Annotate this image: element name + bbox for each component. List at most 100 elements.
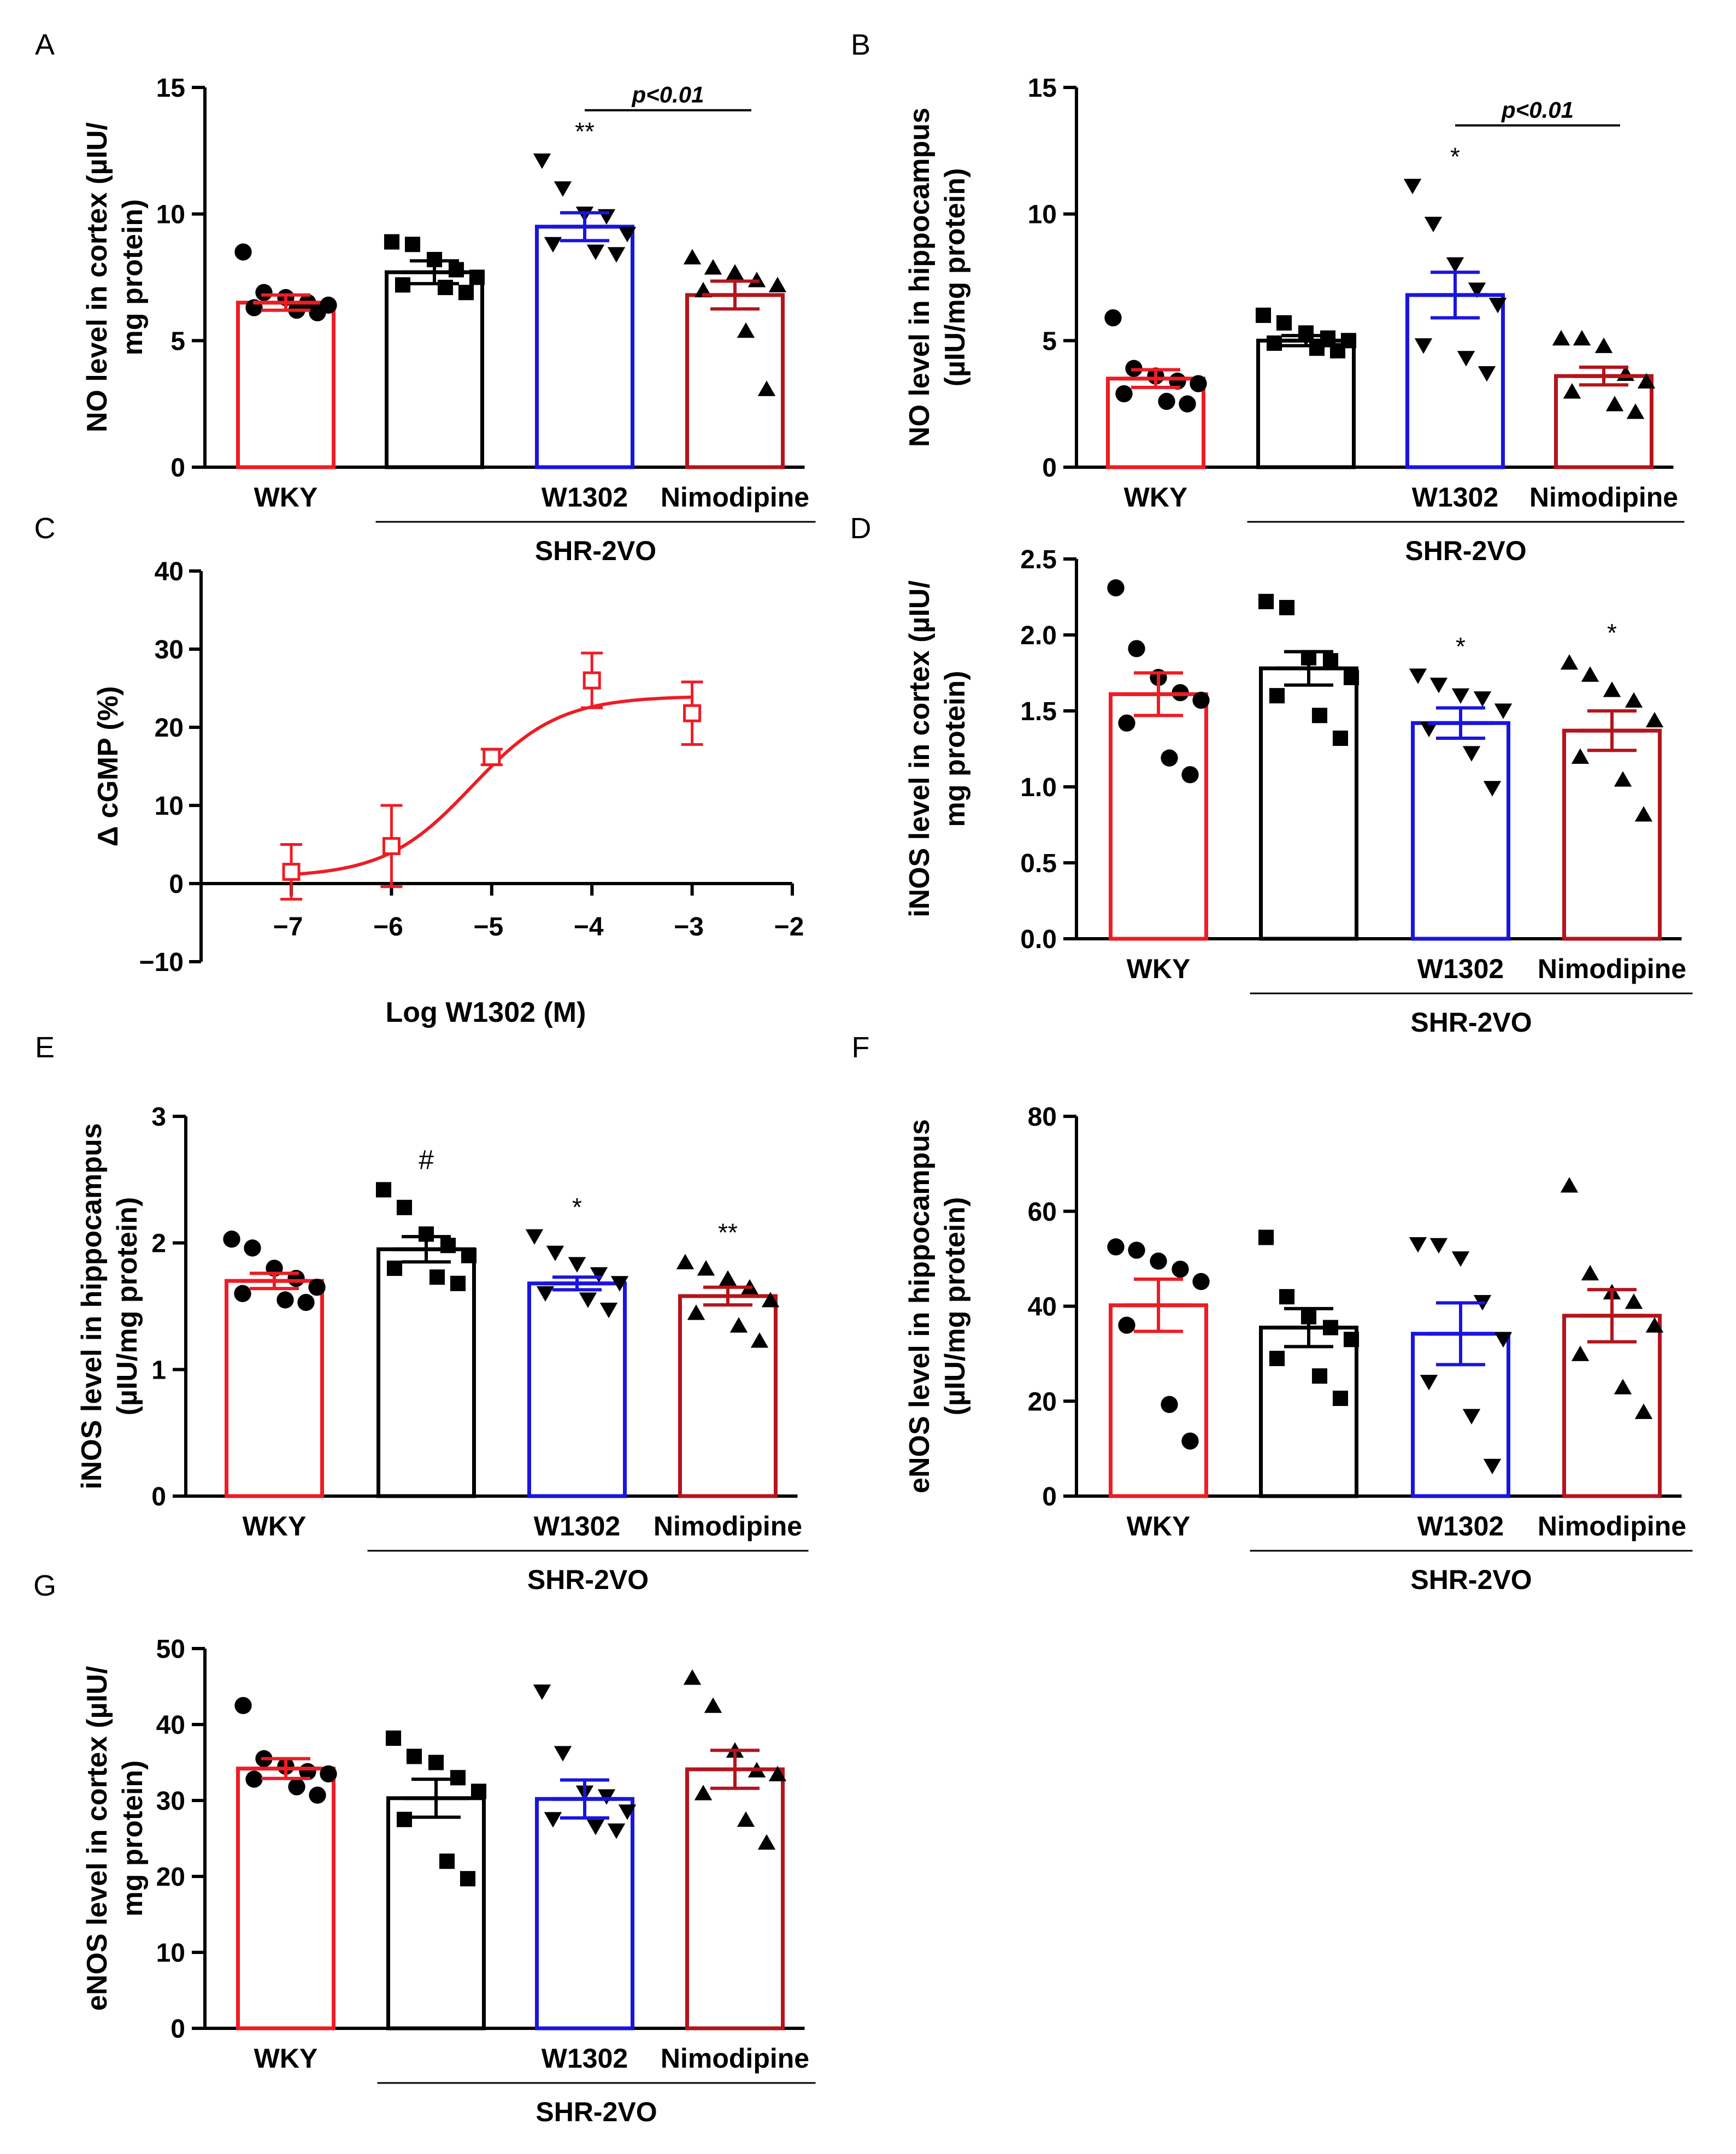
data-point [1409, 1237, 1427, 1253]
data-point [309, 1786, 326, 1804]
data-point [1255, 307, 1272, 323]
data-point [1161, 1396, 1178, 1413]
data-point [683, 1669, 702, 1685]
data-point [683, 704, 702, 722]
y-tick-label: 0.5 [1020, 849, 1057, 878]
data-point [1603, 681, 1621, 697]
x-category-label: Nimodipine [1538, 954, 1686, 984]
data-point [687, 1304, 705, 1320]
data-point [1266, 335, 1282, 351]
significance-mark: ** [718, 1218, 738, 1246]
data-point [234, 1285, 251, 1302]
data-point [234, 243, 252, 261]
data-point [320, 1765, 337, 1783]
data-point [1311, 708, 1328, 723]
x-category-label: Nimodipine [661, 482, 809, 513]
data-point [223, 1231, 240, 1248]
data-point [704, 1697, 722, 1713]
data-point [1645, 711, 1664, 728]
y-tick-label: 50 [156, 1635, 185, 1664]
data-point [1571, 1345, 1590, 1361]
data-point [1258, 1229, 1274, 1245]
data-point [1420, 721, 1438, 738]
panel-label: G [33, 1569, 56, 1602]
data-point [1179, 395, 1196, 413]
panel-A: A 0 5 10 15 NO level in cortex (µIU/mg protei… [35, 28, 816, 566]
panel-G: G 0 10 20 30 40 50 eNOS level in cortex (µIU/mg… [33, 1569, 816, 2127]
x-category-label: W1302 [542, 2043, 628, 2074]
data-point [384, 234, 400, 250]
x-category-label: Nimodipine [1529, 482, 1678, 513]
panel-D: D 0.0 0.5 1.0 1.5 2.0 2.5 iNOS level in cortex … [850, 512, 1693, 1038]
panel-label: E [35, 1031, 55, 1064]
data-point [1494, 703, 1513, 719]
panel-label: D [850, 512, 872, 545]
data-point [1172, 1261, 1189, 1278]
bar [1562, 728, 1662, 941]
data-point [1107, 1238, 1125, 1256]
data-point [1462, 1409, 1481, 1425]
data-point [1279, 599, 1295, 615]
data-point [1403, 179, 1422, 195]
data-point [1343, 1332, 1360, 1347]
y-tick-label: 2.0 [1020, 621, 1057, 650]
bar [1259, 666, 1358, 941]
y-axis-label: NO level in hippocampus [904, 108, 935, 447]
y-tick-label: 10 [156, 201, 185, 229]
y-tick-label: 0 [1042, 454, 1057, 482]
y-axis-label: NO level in cortex (µIU/ [81, 122, 113, 432]
data-point [750, 1332, 769, 1348]
x-tick-label: −6 [373, 913, 403, 941]
data-point [1637, 373, 1656, 389]
y-tick-label: 5 [170, 327, 185, 356]
data-point [768, 276, 787, 292]
y-tick-label: 20 [155, 714, 184, 743]
bar [236, 1767, 336, 2031]
panel-B: B 0 5 10 15 NO level in hippocampus (µIU/mg pr… [851, 28, 1685, 566]
x-category-label: W1302 [1417, 954, 1504, 984]
y-tick-label: 10 [155, 792, 184, 821]
data-point [1626, 403, 1645, 419]
data-point [1181, 1432, 1199, 1450]
data-point [1128, 1241, 1145, 1259]
data-point [1478, 366, 1496, 382]
panel-F: F 0 20 40 60 80 eNOS level in hippocampus (µIU/… [852, 1031, 1693, 1595]
bar [1411, 721, 1510, 941]
data-point [1634, 806, 1653, 822]
data-point [1181, 766, 1199, 784]
x-category-label: Nimodipine [1538, 1511, 1686, 1541]
data-point [525, 1229, 544, 1245]
y-axis-label: mg protein) [939, 671, 971, 827]
data-point [428, 1755, 444, 1770]
data-point [1332, 1390, 1349, 1406]
data-point [1128, 640, 1145, 657]
data-point [1563, 383, 1581, 399]
data-point [469, 269, 485, 285]
x-tick-label: −2 [774, 913, 804, 941]
data-point [729, 1317, 748, 1333]
data-point [255, 284, 273, 301]
data-point [1451, 688, 1470, 704]
data-point [1488, 297, 1507, 314]
x-category-label: Nimodipine [661, 2043, 809, 2074]
x-category-label: WKY [1127, 954, 1191, 984]
y-tick-label: 0 [169, 870, 184, 899]
data-point [288, 1778, 305, 1796]
data-point [1573, 329, 1591, 346]
data-point [245, 1770, 263, 1788]
data-point [450, 1275, 466, 1291]
data-point [1446, 257, 1464, 273]
data-point [704, 259, 722, 275]
p-value-label: p<0.01 [632, 82, 704, 108]
data-point [757, 380, 776, 396]
data-point [1161, 749, 1178, 767]
data-point [536, 1286, 555, 1302]
data-point [396, 1199, 413, 1215]
bar [535, 225, 634, 469]
y-tick-label: 0 [151, 1482, 166, 1511]
x-tick-label: −7 [273, 913, 303, 941]
data-point [385, 1730, 402, 1746]
data-point [1192, 691, 1210, 709]
y-tick-label: 1.5 [1020, 697, 1057, 726]
data-point [386, 1260, 403, 1276]
